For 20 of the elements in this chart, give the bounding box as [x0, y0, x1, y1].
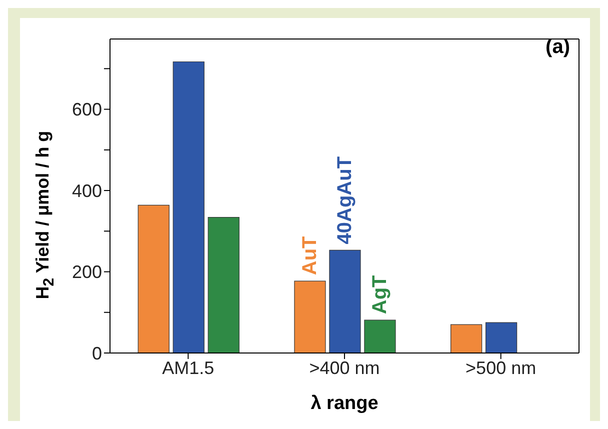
- bar: [329, 250, 361, 353]
- text: AgT: [368, 275, 391, 314]
- text: AuT: [298, 236, 321, 276]
- y-tick-label: 400: [72, 180, 102, 201]
- x-tick-label: >500 nm: [466, 358, 536, 378]
- y-tick-label: 0: [92, 343, 102, 364]
- bar: [208, 217, 240, 353]
- bar: [138, 204, 170, 353]
- y-tick-label: 600: [72, 100, 102, 120]
- x-axis-title: λ range: [310, 393, 378, 414]
- bar: [450, 324, 482, 353]
- x-tick-label: AM1.5: [162, 358, 214, 378]
- annotation: (a): [546, 36, 570, 59]
- y-tick-label: 200: [72, 262, 102, 282]
- bar: [294, 280, 326, 353]
- x-tick-label: >400 nm: [309, 358, 380, 378]
- text: 40AgAuT: [334, 156, 356, 244]
- bar: [486, 322, 518, 353]
- bar: [172, 61, 204, 353]
- bar: [364, 320, 396, 353]
